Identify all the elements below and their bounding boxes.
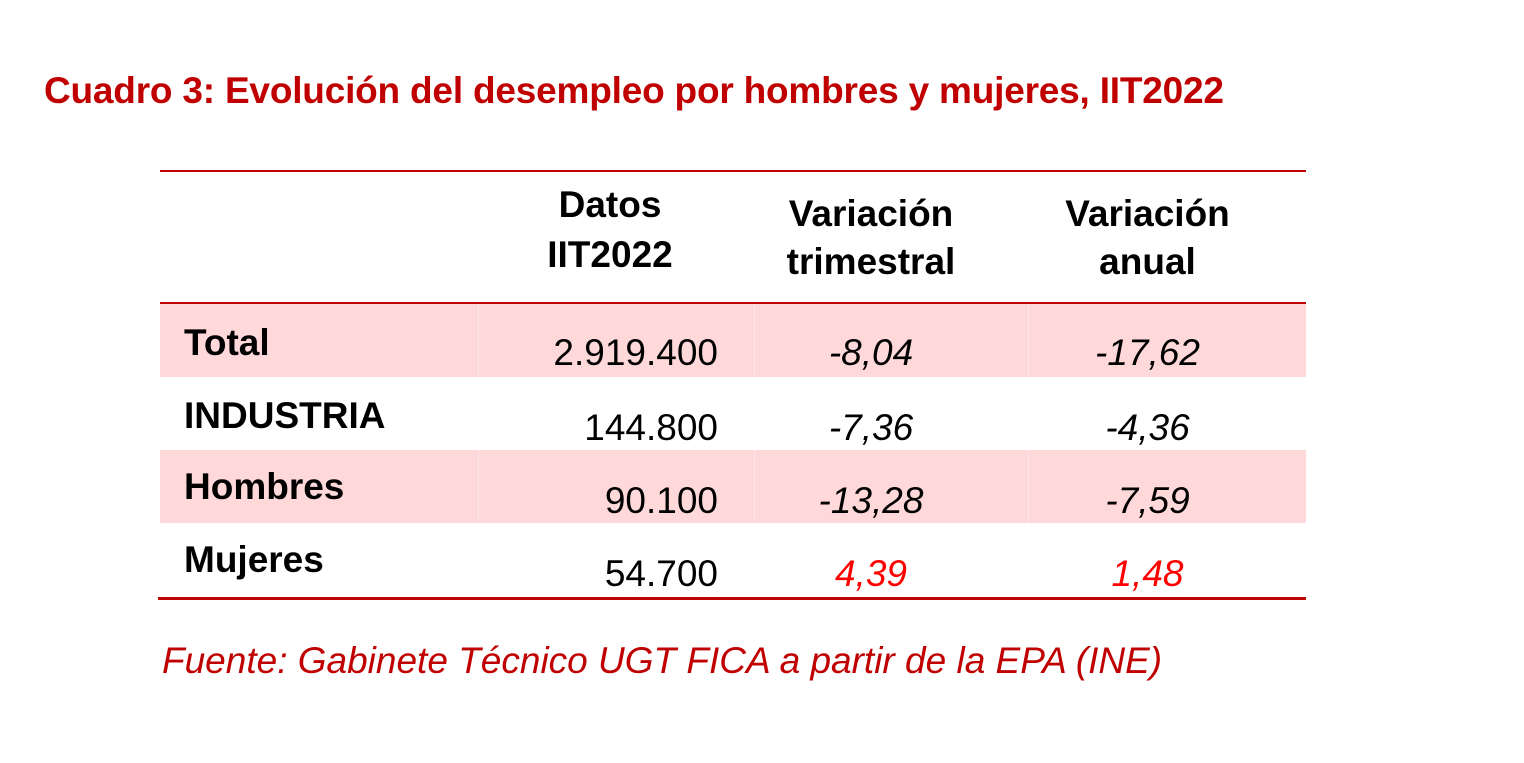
row-label: Total — [184, 322, 270, 363]
table-row-industria: INDUSTRIA 144.800 -7,36 -4,36 — [160, 377, 1306, 450]
row-label: INDUSTRIA — [184, 395, 386, 436]
header-var-anual-line1: Variación — [1065, 193, 1230, 234]
header-var-anual-line2: anual — [1099, 241, 1196, 282]
header-datos-line2: IIT2022 — [547, 234, 673, 275]
var-anual-value: 1,48 — [1111, 553, 1184, 594]
var-anual-value: -7,59 — [1105, 480, 1190, 521]
row-label: Mujeres — [184, 539, 324, 580]
source-note: Fuente: Gabinete Técnico UGT FICA a part… — [162, 640, 1163, 681]
header-var-trimestral-line1: Variación — [788, 193, 954, 234]
header-datos-line1: Datos — [558, 184, 662, 225]
var-anual-value: -4,36 — [1105, 407, 1190, 448]
table-header: Datos IIT2022 Variación trimestral Varia… — [160, 172, 1306, 302]
bottom-rule — [158, 597, 1306, 600]
table-title: Cuadro 3: Evolución del desempleo por ho… — [44, 70, 1224, 111]
datos-value: 90.100 — [604, 480, 718, 521]
table-row-total: Total 2.919.400 -8,04 -17,62 — [160, 304, 1306, 377]
top-rule — [160, 170, 1306, 172]
var-trimestral-value: 4,39 — [834, 553, 907, 594]
table-row-mujeres: Mujeres 54.700 4,39 1,48 — [160, 523, 1306, 596]
header-var-anual: Variación anual — [1040, 190, 1255, 286]
row-label: Hombres — [184, 466, 345, 507]
datos-value: 54.700 — [604, 553, 718, 594]
table-row-hombres: Hombres 90.100 -13,28 -7,59 — [160, 450, 1306, 523]
var-anual-value: -17,62 — [1095, 332, 1200, 373]
header-var-trimestral: Variación trimestral — [760, 190, 982, 286]
header-rule — [160, 302, 1306, 304]
header-var-trimestral-line2: trimestral — [786, 241, 956, 282]
datos-value: 2.919.400 — [553, 332, 718, 373]
var-trimestral-value: -7,36 — [828, 407, 914, 448]
header-datos: Datos IIT2022 — [460, 180, 760, 280]
var-trimestral-value: -8,04 — [828, 332, 914, 373]
datos-value: 144.800 — [584, 407, 718, 448]
var-trimestral-value: -13,28 — [818, 480, 924, 521]
